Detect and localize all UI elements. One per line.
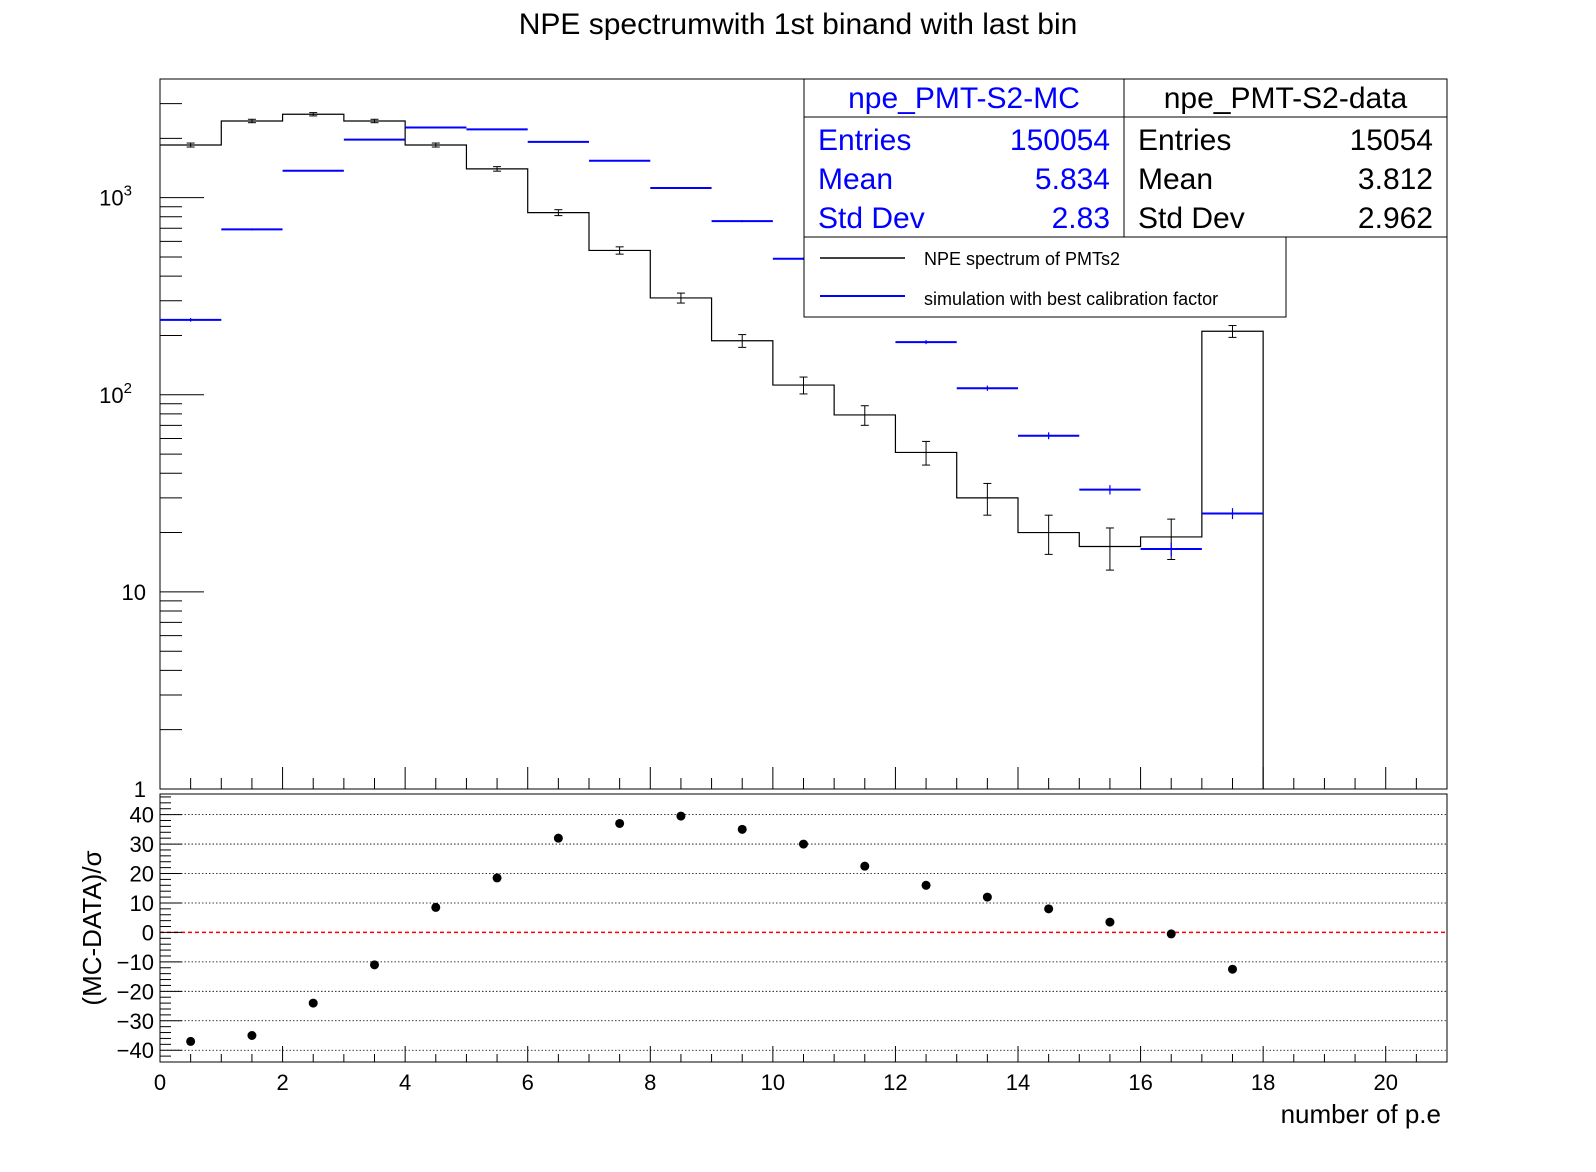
x-tick-label: 14 [1006, 1070, 1030, 1095]
top-y-axis: 1 10 102 103 [99, 78, 204, 802]
ratio-y-tick-label: 10 [130, 891, 154, 916]
ratio-point [860, 861, 870, 871]
stats-row-value: 5.834 [1035, 163, 1110, 196]
y-tick-label: 1 [134, 777, 146, 802]
stats-row-value: 3.812 [1358, 163, 1433, 196]
ratio-gridlines [160, 814, 1447, 1051]
x-tick-label: 20 [1373, 1070, 1397, 1095]
stats-row-label: Mean [818, 163, 893, 196]
stats-row-value: 2.962 [1358, 202, 1433, 235]
x-tick-label: 8 [644, 1070, 656, 1095]
x-tick-label: 6 [522, 1070, 534, 1095]
y-axis-label-ratio: (MC-DATA)/σ [77, 850, 107, 1005]
stats-row-value: 150054 [1010, 124, 1110, 157]
ratio-y-tick-label: −40 [117, 1038, 154, 1063]
ratio-point [247, 1030, 257, 1040]
ratio-y-tick-label: −30 [117, 1009, 154, 1034]
x-tick-label: 16 [1128, 1070, 1152, 1095]
ratio-point [676, 811, 686, 821]
ratio-point [615, 818, 625, 828]
ratio-point [1044, 904, 1054, 914]
ratio-point [186, 1036, 196, 1046]
chart-title: NPE spectrumwith 1st binand with last bi… [519, 8, 1078, 41]
x-tick-label: 18 [1251, 1070, 1275, 1095]
stats-boxes: npe_PMT-S2-MC Entries 150054 Mean 5.834 Std D… [803, 78, 1448, 238]
x-tick-label: 12 [883, 1070, 907, 1095]
stats-row-label: Mean [1138, 163, 1213, 196]
y-tick-label: 102 [99, 380, 132, 408]
ratio-point [921, 880, 931, 890]
ratio-point [308, 998, 318, 1008]
stats-row-label: Std Dev [818, 202, 925, 235]
data-histogram-line [160, 113, 1264, 789]
ratio-y-tick-label: 0 [142, 920, 154, 945]
x-tick-label: 10 [761, 1070, 785, 1095]
x-tick-label: 2 [276, 1070, 288, 1095]
ratio-point [492, 873, 502, 883]
y-tick-label: 103 [99, 183, 132, 211]
ratio-point [799, 839, 808, 849]
stats-row-value: 15054 [1350, 124, 1433, 157]
ratio-point [553, 833, 563, 843]
ratio-point [1228, 964, 1237, 974]
x-tick-label: 4 [399, 1070, 411, 1095]
stats-row-label: Entries [818, 124, 911, 157]
ratio-point [431, 902, 441, 912]
ratio-point [370, 960, 379, 970]
ratio-y-tick-label: −20 [117, 979, 154, 1004]
top-histograms [160, 112, 1264, 789]
ratio-point [1105, 917, 1115, 927]
ratio-point [1166, 929, 1176, 939]
stats-name: npe_PMT-S2-MC [848, 82, 1080, 115]
ratio-y-tick-label: 30 [130, 832, 154, 857]
stats-row-label: Entries [1138, 124, 1231, 157]
ratio-y-tick-label: −10 [117, 950, 154, 975]
legend-box [803, 236, 1287, 318]
ratio-point [982, 892, 992, 902]
ratio-axes: −40 −30 −20 −10 0 10 20 30 40 0 2 4 6 8 10 12 14 16 18 20 [117, 796, 1448, 1095]
ratio-plot-frame [159, 793, 1448, 1063]
ratio-y-tick-label: 40 [130, 803, 154, 828]
legend: NPE spectrum of PMTs2 simulation with be… [803, 236, 1287, 318]
stats-box [803, 78, 1125, 238]
ratio-y-tick-label: 20 [130, 862, 154, 887]
legend-data-label: NPE spectrum of PMTs2 [924, 249, 1120, 269]
x-axis-label: number of p.e [1281, 1099, 1441, 1129]
legend-mc-label: simulation with best calibration factor [924, 289, 1218, 309]
y-tick-label: 10 [122, 580, 146, 605]
ratio-point [737, 824, 747, 834]
x-tick-label: 0 [154, 1070, 166, 1095]
ratio-points [186, 811, 1237, 1046]
top-x-axis-ticks [159, 767, 1448, 789]
stats-box [1123, 78, 1448, 238]
stats-row-label: Std Dev [1138, 202, 1245, 235]
stats-row-value: 2.83 [1052, 202, 1110, 235]
stats-name: npe_PMT-S2-data [1164, 82, 1408, 115]
